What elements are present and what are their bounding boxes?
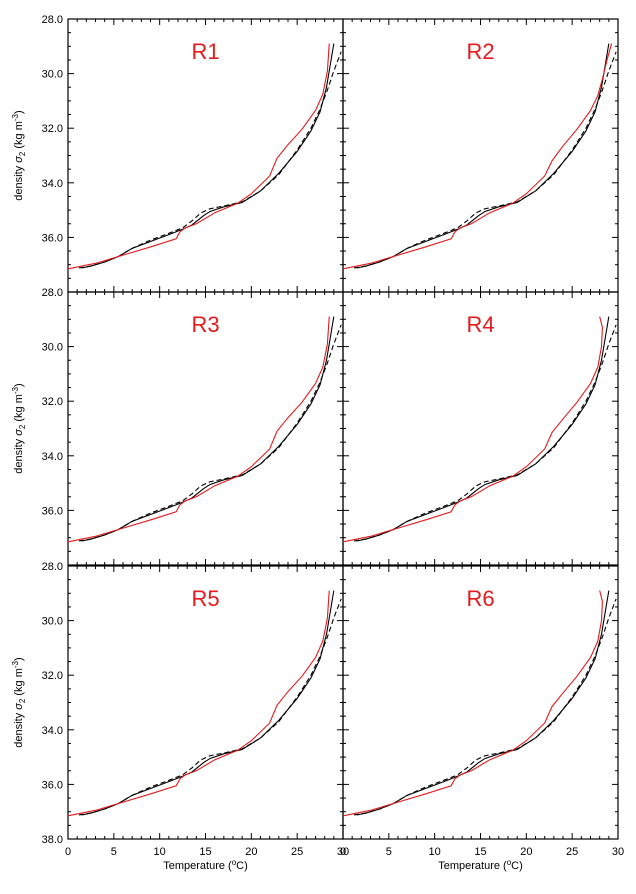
series-line-black-solid — [356, 43, 610, 269]
series-line-black-dashed — [78, 598, 342, 816]
y-tick-label: 32.0 — [42, 670, 63, 682]
y-axis-label: density σ2 (kg m-3) — [11, 657, 27, 747]
y-tick-label: 38.0 — [42, 834, 63, 846]
panel-title: R2 — [466, 39, 494, 64]
y-tick-label: 30.0 — [42, 69, 63, 81]
panel-r6: 0 5 10 15 20 25 30 Temperature (oC) R6 — [340, 565, 624, 872]
y-tick-label: 36.0 — [42, 779, 63, 791]
series-line-red — [342, 316, 603, 543]
x-tick-label: 0 — [65, 846, 71, 858]
x-tick-label: 15 — [199, 846, 211, 858]
panel-title: R1 — [191, 39, 219, 64]
series-line-black-solid — [356, 590, 610, 816]
y-tick-label: 32.0 — [42, 123, 63, 135]
x-tick-label: 5 — [386, 846, 392, 858]
x-tick-label: 10 — [429, 846, 441, 858]
y-tick-label: 36.0 — [42, 505, 63, 517]
y-tick-label: 34.0 — [42, 725, 63, 737]
panels-group: 28.0 30.0 32.0 34.0 36.0 density σ2 (kg m-3) R… — [11, 14, 624, 872]
series-line-red — [342, 43, 613, 270]
series-line-black-dashed — [78, 324, 342, 542]
panel-title: R6 — [466, 586, 494, 611]
series-line-black-dashed — [353, 324, 617, 542]
panel-r5: 28.0 30.0 32.0 34.0 36.0 38.0 density σ2 (kg m… — [11, 561, 349, 872]
x-tick-label: 10 — [154, 846, 166, 858]
series-line-black-dashed — [78, 51, 342, 269]
panel-r4: R4 — [342, 291, 619, 566]
series-line-black-solid — [81, 316, 335, 542]
x-tick-label: 0 — [340, 846, 346, 858]
x-axis-label: Temperature (oC) — [163, 858, 248, 872]
y-tick-label: 32.0 — [42, 396, 63, 408]
panel-title: R4 — [466, 312, 494, 337]
y-tick-label: 28.0 — [42, 287, 63, 299]
y-tick-label: 30.0 — [42, 616, 63, 628]
y-tick-label: 34.0 — [42, 451, 63, 463]
series-line-black-solid — [81, 43, 335, 269]
series-line-black-solid — [356, 316, 610, 542]
x-tick-label: 25 — [566, 846, 578, 858]
series-line-black-dashed — [353, 598, 617, 816]
x-tick-label: 20 — [245, 846, 257, 858]
x-tick-label: 20 — [520, 846, 532, 858]
series-line-red — [67, 316, 330, 543]
series-line-black-solid — [81, 590, 335, 816]
y-tick-label: 28.0 — [42, 14, 63, 26]
series-line-black-dashed — [353, 51, 617, 269]
x-tick-label: 5 — [111, 846, 117, 858]
panel-title: R5 — [191, 586, 219, 611]
y-tick-label: 28.0 — [42, 561, 63, 573]
series-line-red — [67, 43, 330, 270]
panel-title: R3 — [191, 312, 219, 337]
y-tick-label: 34.0 — [42, 178, 63, 190]
x-tick-label: 30 — [337, 846, 349, 858]
y-tick-label: 30.0 — [42, 342, 63, 354]
series-line-red — [67, 590, 330, 817]
y-axis-label: density σ2 (kg m-3) — [11, 383, 27, 473]
series-line-red — [342, 590, 603, 817]
y-tick-label: 36.0 — [42, 232, 63, 244]
x-tick-label: 15 — [474, 846, 486, 858]
y-axis-label: density σ2 (kg m-3) — [11, 110, 27, 200]
x-tick-label: 30 — [612, 846, 624, 858]
x-axis-label: Temperature (oC) — [438, 858, 523, 872]
panel-r3: 28.0 30.0 32.0 34.0 36.0 density σ2 (kg m-3) R… — [11, 287, 344, 566]
x-tick-label: 25 — [291, 846, 303, 858]
